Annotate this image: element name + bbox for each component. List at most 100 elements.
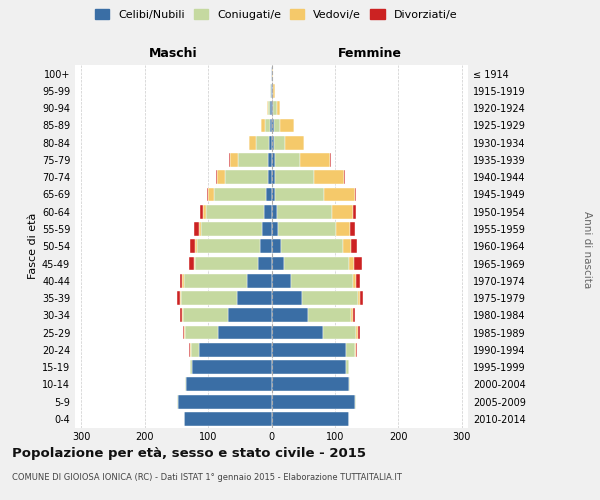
Bar (180, 291, 181, 305)
Bar (183, 326, 184, 340)
Bar (351, 240, 357, 253)
Bar (346, 360, 349, 374)
Bar (257, 256, 271, 270)
Bar (271, 66, 272, 80)
Text: Maschi: Maschi (149, 47, 197, 60)
Bar (268, 102, 270, 115)
Bar (197, 240, 260, 253)
Bar (271, 308, 308, 322)
Bar (201, 222, 262, 236)
Bar (277, 102, 280, 115)
Bar (269, 118, 271, 132)
Bar (356, 274, 359, 287)
Bar (236, 291, 271, 305)
Bar (358, 291, 359, 305)
Bar (230, 153, 238, 167)
Bar (281, 240, 343, 253)
Bar (265, 118, 269, 132)
Bar (271, 326, 323, 340)
Bar (262, 118, 265, 132)
Bar (178, 394, 271, 408)
Bar (189, 256, 194, 270)
Bar (300, 153, 331, 167)
Bar (177, 291, 180, 305)
Bar (353, 274, 356, 287)
Bar (274, 118, 280, 132)
Text: Femmine: Femmine (338, 47, 402, 60)
Bar (224, 170, 268, 184)
Bar (184, 326, 185, 340)
Bar (217, 170, 224, 184)
Bar (238, 153, 268, 167)
Y-axis label: Fasce di età: Fasce di età (28, 213, 38, 280)
Bar (271, 102, 274, 115)
Bar (355, 188, 356, 202)
Text: Popolazione per età, sesso e stato civile - 2015: Popolazione per età, sesso e stato civil… (12, 448, 366, 460)
Bar (182, 274, 184, 287)
Bar (271, 360, 346, 374)
Bar (269, 84, 270, 98)
Bar (190, 360, 192, 374)
Bar (266, 188, 271, 202)
Bar (179, 308, 182, 322)
Legend: Celibi/Nubili, Coniugati/e, Vedovi/e, Divorziati/e: Celibi/Nubili, Coniugati/e, Vedovi/e, Di… (93, 6, 459, 22)
Bar (275, 188, 324, 202)
Bar (271, 343, 346, 356)
Bar (218, 326, 271, 340)
Bar (277, 205, 332, 218)
Bar (267, 102, 268, 115)
Bar (271, 240, 281, 253)
Bar (181, 291, 236, 305)
Bar (179, 274, 182, 287)
Bar (194, 256, 196, 270)
Bar (268, 170, 271, 184)
Bar (194, 222, 199, 236)
Bar (270, 102, 271, 115)
Bar (199, 343, 271, 356)
Bar (275, 153, 300, 167)
Bar (343, 240, 351, 253)
Bar (271, 274, 290, 287)
Text: COMUNE DI GIOIOSA IONICA (RC) - Dati ISTAT 1° gennaio 2015 - Elaborazione TUTTAI: COMUNE DI GIOIOSA IONICA (RC) - Dati IST… (12, 472, 402, 482)
Bar (271, 153, 275, 167)
Bar (271, 256, 284, 270)
Bar (354, 256, 362, 270)
Bar (229, 153, 230, 167)
Bar (274, 102, 277, 115)
Bar (271, 394, 355, 408)
Bar (271, 412, 349, 426)
Bar (190, 343, 191, 356)
Bar (189, 343, 190, 356)
Bar (274, 136, 286, 149)
Bar (262, 222, 271, 236)
Bar (355, 343, 356, 356)
Bar (268, 153, 271, 167)
Bar (271, 378, 349, 391)
Bar (270, 84, 271, 98)
Bar (248, 136, 256, 149)
Bar (192, 360, 271, 374)
Bar (274, 84, 275, 98)
Text: Anni di nascita: Anni di nascita (582, 212, 592, 288)
Bar (358, 326, 359, 340)
Bar (196, 256, 257, 270)
Bar (229, 308, 271, 322)
Bar (324, 188, 355, 202)
Bar (314, 170, 344, 184)
Bar (352, 308, 353, 322)
Bar (271, 136, 274, 149)
Bar (271, 118, 274, 132)
Bar (256, 136, 269, 149)
Bar (182, 308, 183, 322)
Bar (185, 326, 218, 340)
Bar (346, 343, 355, 356)
Bar (186, 378, 271, 391)
Bar (183, 308, 229, 322)
Bar (185, 378, 186, 391)
Bar (199, 222, 201, 236)
Bar (264, 205, 271, 218)
Bar (273, 84, 274, 98)
Bar (280, 118, 295, 132)
Bar (355, 394, 356, 408)
Bar (271, 188, 275, 202)
